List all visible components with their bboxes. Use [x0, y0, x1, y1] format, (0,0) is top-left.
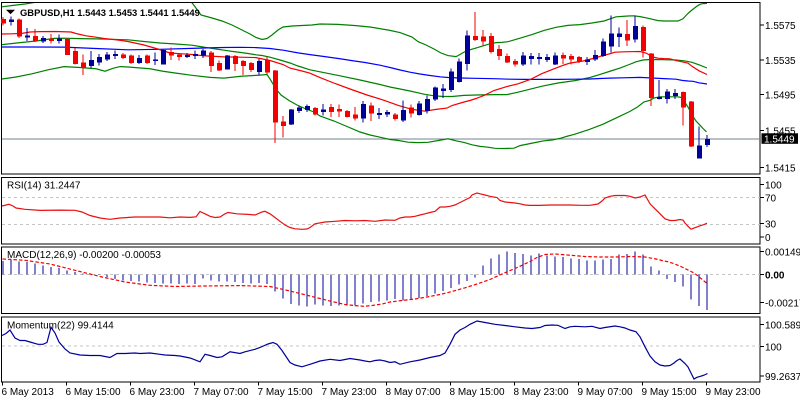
svg-text:9 May 07:00: 9 May 07:00	[578, 387, 633, 398]
svg-text:1.5415: 1.5415	[765, 164, 796, 175]
svg-text:9 May 15:00: 9 May 15:00	[642, 387, 697, 398]
svg-text:6 May 23:00: 6 May 23:00	[130, 387, 185, 398]
svg-text:MACD(12,26,9) -0.00200 -0.0005: MACD(12,26,9) -0.00200 -0.00053	[7, 250, 161, 261]
svg-text:RSI(14) 31.2447: RSI(14) 31.2447	[7, 181, 81, 192]
svg-text:1.5575: 1.5575	[765, 21, 796, 32]
svg-text:8 May 15:00: 8 May 15:00	[450, 387, 505, 398]
svg-text:-0.00217: -0.00217	[765, 299, 800, 310]
svg-text:100.5899: 100.5899	[765, 321, 800, 332]
svg-text:8 May 07:00: 8 May 07:00	[386, 387, 441, 398]
svg-text:99.2637: 99.2637	[765, 372, 800, 383]
svg-text:30: 30	[765, 220, 777, 231]
svg-text:9 May 23:00: 9 May 23:00	[706, 387, 761, 398]
svg-text:100: 100	[765, 342, 782, 353]
svg-text:7 May 23:00: 7 May 23:00	[322, 387, 377, 398]
svg-text:GBPUSD,H1 1.5443 1.5453 1.544: GBPUSD,H1 1.5443 1.5453 1.5441 1.5449	[20, 7, 200, 18]
svg-text:Momentum(22) 99.4144: Momentum(22) 99.4144	[7, 321, 114, 332]
svg-text:7 May 15:00: 7 May 15:00	[258, 387, 313, 398]
svg-text:0.00149: 0.00149	[765, 248, 800, 259]
svg-text:6 May 15:00: 6 May 15:00	[66, 387, 121, 398]
svg-text:7 May 07:00: 7 May 07:00	[194, 387, 249, 398]
svg-text:1.5449: 1.5449	[764, 134, 795, 145]
svg-text:1.5455: 1.5455	[765, 127, 796, 138]
svg-text:6 May 2013: 6 May 2013	[2, 387, 55, 398]
svg-text:8 May 23:00: 8 May 23:00	[514, 387, 569, 398]
svg-text:1.5495: 1.5495	[765, 91, 796, 102]
svg-text:0: 0	[765, 233, 771, 244]
svg-text:1.5535: 1.5535	[765, 56, 796, 67]
svg-text:100: 100	[765, 181, 782, 192]
svg-text:70: 70	[765, 194, 777, 205]
svg-text:0.00: 0.00	[765, 271, 785, 282]
